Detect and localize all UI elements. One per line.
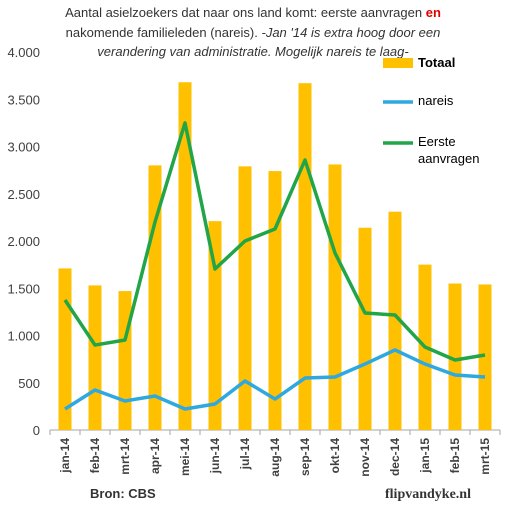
x-tick-label: jul-14 (238, 438, 252, 471)
x-tick-label: mei-14 (178, 438, 192, 476)
x-tick-label: sep-14 (298, 438, 312, 476)
bar (88, 285, 102, 430)
credit: flipvandyke.nl (385, 487, 471, 502)
bar (358, 227, 372, 430)
bar (208, 221, 222, 430)
legend-label: Totaal (418, 55, 456, 70)
title-line: Aantal asielzoekers dat naar ons land ko… (65, 5, 422, 20)
y-tick-label: 1.000 (7, 329, 40, 344)
y-tick-label: 2.500 (7, 187, 40, 202)
title-highlight: en (426, 5, 441, 20)
x-tick-label: aug-14 (268, 438, 282, 477)
x-tick-label: feb-15 (448, 438, 462, 474)
legend-label: Eerste aanvragen (418, 134, 480, 166)
x-tick-label: feb-14 (88, 438, 102, 474)
bar (58, 268, 72, 430)
x-tick-label: jan-15 (418, 438, 432, 474)
title-note: verandering van administratie. Mogelijk … (97, 44, 409, 59)
bar (268, 171, 282, 430)
y-tick-label: 3.000 (7, 140, 40, 155)
x-tick-label: mrt-14 (118, 438, 132, 475)
y-tick-label: 4.000 (7, 45, 40, 60)
y-tick-label: 2.000 (7, 234, 40, 249)
bar (328, 164, 342, 430)
bar (238, 166, 252, 430)
x-tick-label: dec-14 (388, 438, 402, 476)
source: Bron: CBS (90, 486, 156, 501)
x-tick-label: okt-14 (328, 438, 342, 474)
y-tick-label: 0 (33, 423, 40, 438)
line (64, 348, 486, 411)
legend-label: nareis (418, 93, 454, 108)
bar (448, 283, 462, 430)
x-tick-label: mrt-15 (478, 438, 492, 475)
title-note: -Jan '14 is extra hoog door een (262, 25, 441, 40)
x-tick-label: jun-14 (208, 438, 222, 475)
x-tick-label: jan-14 (58, 438, 72, 474)
line (63, 121, 486, 362)
x-tick-label: nov-14 (358, 438, 372, 477)
bar (388, 211, 402, 430)
legend-swatch (383, 58, 413, 68)
chart-title: nakomende familieleden (nareis). -Jan '1… (66, 25, 441, 40)
legend-entry: Eerste aanvragen (418, 134, 480, 166)
x-tick-label: apr-14 (148, 438, 162, 474)
bar (118, 291, 132, 430)
bar (178, 82, 192, 431)
chart-title: Aantal asielzoekers dat naar ons land ko… (65, 5, 441, 20)
title-line: nakomende familieleden (nareis). (66, 25, 258, 40)
legend-entry: nareis (418, 93, 454, 108)
y-tick-label: 1.500 (7, 281, 40, 296)
y-tick-label: 3.500 (7, 92, 40, 107)
bar (478, 284, 492, 430)
y-tick-label: 500 (18, 376, 40, 391)
legend-entry: Totaal (418, 55, 456, 70)
